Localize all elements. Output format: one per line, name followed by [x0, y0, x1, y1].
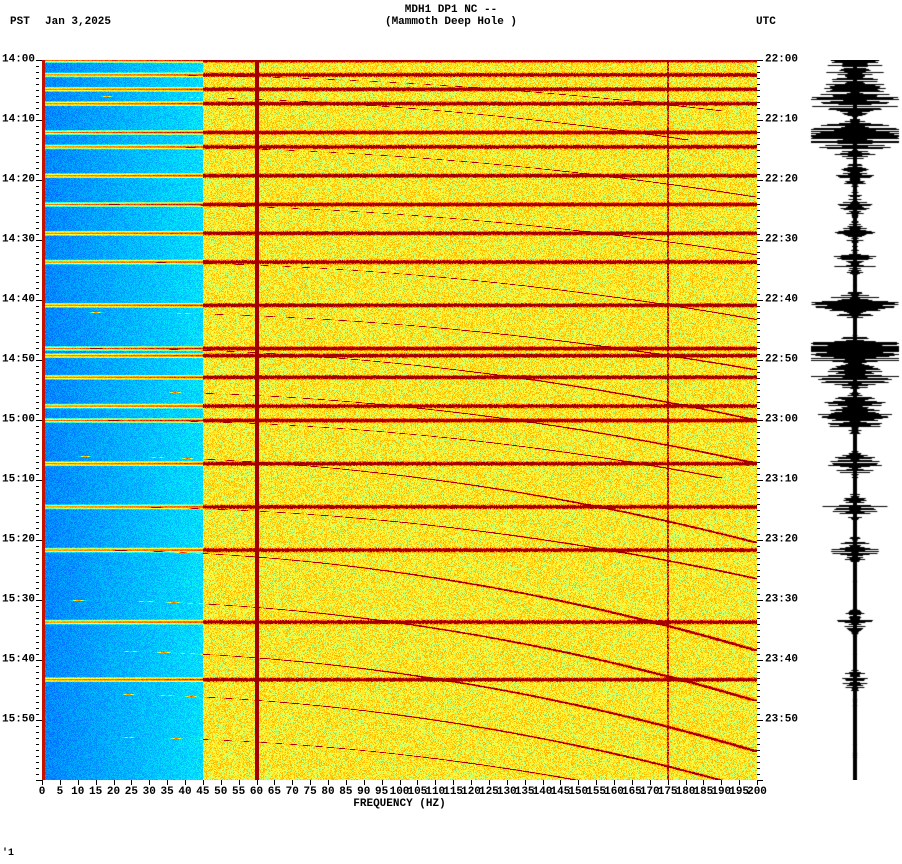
y-tick-label: 15:10 [2, 474, 35, 485]
y-axis-right: 22:0022:1022:2022:3022:4022:5023:0023:10… [757, 60, 807, 780]
y-tick-label: 15:50 [2, 715, 35, 726]
x-tick-label: 105 [407, 786, 427, 798]
y-tick-label: 23:30 [765, 595, 798, 606]
x-axis-title: FREQUENCY (HZ) [42, 798, 757, 810]
x-tick-label: 200 [747, 786, 767, 798]
x-tick-label: 145 [550, 786, 570, 798]
x-tick-label: 100 [390, 786, 410, 798]
x-tick-label: 0 [39, 786, 46, 798]
y-tick-label: 15:20 [2, 535, 35, 546]
y-tick-label: 14:00 [2, 55, 35, 66]
x-tick-label: 45 [196, 786, 209, 798]
y-ticks-right [757, 60, 763, 780]
title-station: MDH1 DP1 NC -- [0, 4, 902, 16]
x-tick-label: 60 [250, 786, 263, 798]
y-tick-label: 14:20 [2, 175, 35, 186]
y-tick-label: 22:30 [765, 235, 798, 246]
x-tick-label: 155 [586, 786, 606, 798]
y-tick-label: 23:00 [765, 415, 798, 426]
y-tick-label: 23:40 [765, 654, 798, 665]
y-tick-label: 22:20 [765, 175, 798, 186]
spectrogram-plot [42, 60, 757, 780]
x-tick-label: 140 [533, 786, 553, 798]
x-tick-label: 185 [693, 786, 713, 798]
x-tick-label: 180 [676, 786, 696, 798]
x-tick-label: 125 [479, 786, 499, 798]
x-tick-label: 35 [161, 786, 174, 798]
y-tick-label: 15:30 [2, 595, 35, 606]
x-tick-label: 130 [497, 786, 517, 798]
y-tick-label: 23:10 [765, 474, 798, 485]
x-tick-label: 160 [604, 786, 624, 798]
y-tick-label: 23:50 [765, 715, 798, 726]
x-tick-label: 195 [729, 786, 749, 798]
y-tick-label: 22:10 [765, 114, 798, 125]
x-tick-label: 70 [286, 786, 299, 798]
x-axis: FREQUENCY (HZ) 05 10 15 20 25 30 35 40 45 50 55 60 6… [42, 780, 757, 820]
x-tick-label: 55 [232, 786, 245, 798]
y-tick-label: 22:50 [765, 355, 798, 366]
x-tick-label: 5 [57, 786, 64, 798]
x-tick-label: 20 [107, 786, 120, 798]
x-tick-label: 135 [515, 786, 535, 798]
y-tick-label: 14:30 [2, 235, 35, 246]
x-tick-label: 15 [89, 786, 102, 798]
y-ticks-left [36, 60, 42, 780]
x-tick-label: 85 [339, 786, 352, 798]
x-tick-label: 165 [622, 786, 642, 798]
x-tick-label: 150 [568, 786, 588, 798]
x-tick-label: 190 [711, 786, 731, 798]
header: PST Jan 3,2025 MDH1 DP1 NC -- (Mammoth D… [0, 4, 902, 44]
x-tick-label: 80 [321, 786, 334, 798]
x-tick-label: 175 [658, 786, 678, 798]
x-tick-label: 50 [214, 786, 227, 798]
seismogram-panel [810, 60, 900, 780]
x-tick-label: 40 [178, 786, 191, 798]
x-tick-label: 95 [375, 786, 388, 798]
y-tick-label: 15:40 [2, 654, 35, 665]
x-tick-label: 120 [461, 786, 481, 798]
y-tick-label: 15:00 [2, 415, 35, 426]
x-tick-label: 170 [640, 786, 660, 798]
y-tick-label: 22:40 [765, 294, 798, 305]
footer-mark: '1 [2, 848, 14, 859]
x-tick-label: 30 [143, 786, 156, 798]
utc-label: UTC [756, 16, 776, 28]
x-tick-label: 10 [71, 786, 84, 798]
y-tick-label: 22:00 [765, 55, 798, 66]
y-tick-label: 14:40 [2, 294, 35, 305]
spectrogram-canvas [42, 60, 757, 780]
x-tick-label: 65 [268, 786, 281, 798]
x-tick-label: 110 [425, 786, 445, 798]
y-tick-label: 14:10 [2, 114, 35, 125]
x-tick-label: 115 [443, 786, 463, 798]
x-tick-label: 75 [304, 786, 317, 798]
x-tick-label: 90 [357, 786, 370, 798]
y-tick-label: 14:50 [2, 355, 35, 366]
x-tick-label: 25 [125, 786, 138, 798]
seismogram-canvas [810, 60, 900, 780]
y-tick-label: 23:20 [765, 535, 798, 546]
